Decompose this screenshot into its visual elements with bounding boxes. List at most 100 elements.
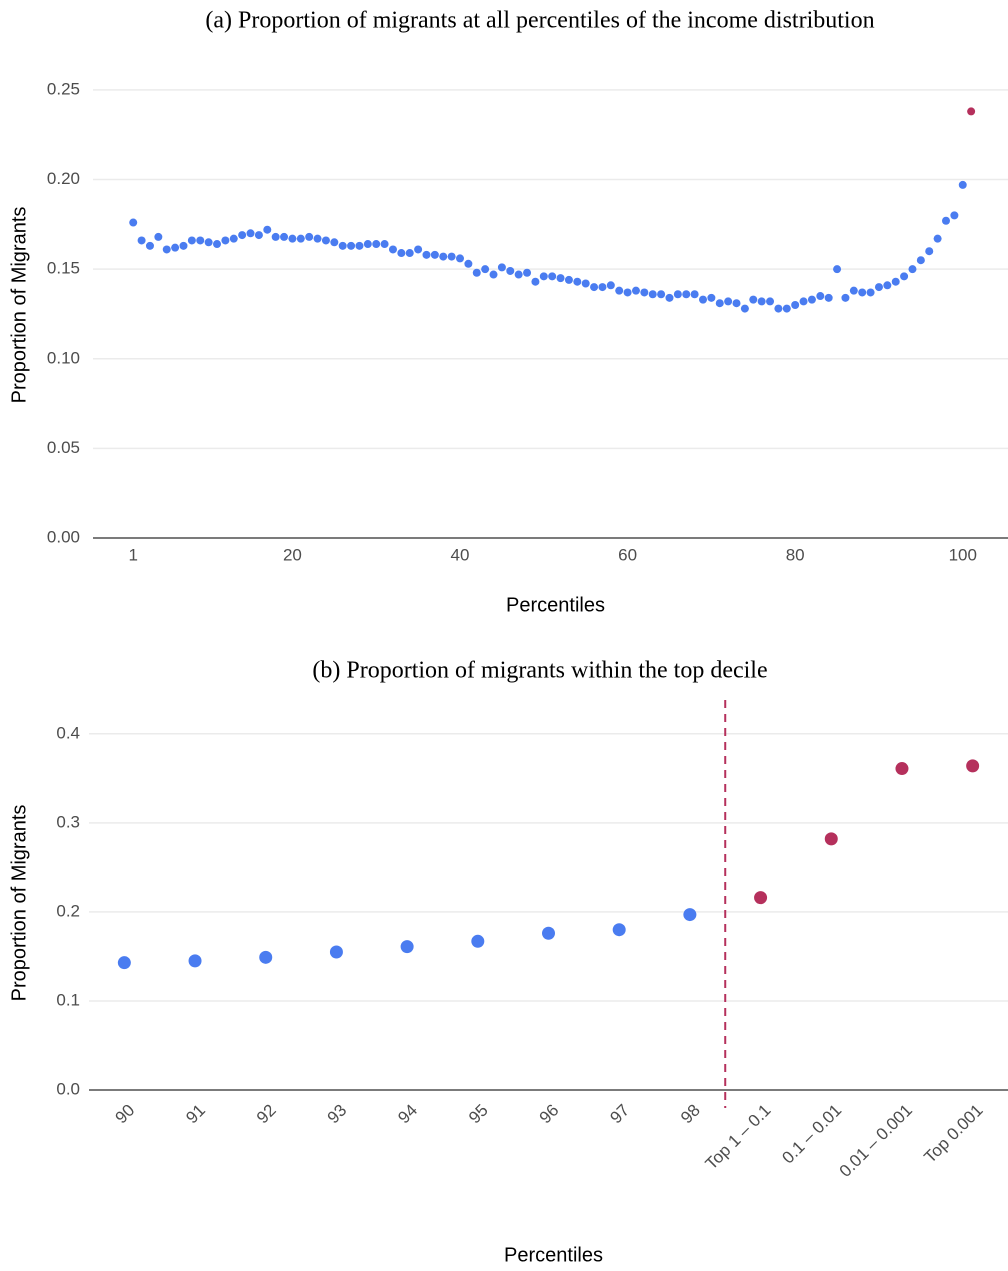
point bbox=[305, 232, 314, 241]
point bbox=[188, 954, 202, 968]
point bbox=[791, 301, 800, 309]
x-tick-label: 1 bbox=[128, 545, 137, 564]
point bbox=[464, 259, 473, 268]
x-tick-label: 80 bbox=[786, 545, 805, 564]
point bbox=[966, 759, 980, 773]
point bbox=[481, 265, 490, 274]
x-tick-label: Top 1 – 0.1 bbox=[702, 1101, 775, 1174]
point bbox=[405, 249, 414, 258]
point bbox=[321, 236, 330, 245]
point bbox=[506, 266, 515, 275]
point bbox=[590, 283, 599, 292]
x-tick-label: 96 bbox=[536, 1101, 563, 1128]
point bbox=[380, 240, 389, 249]
point bbox=[598, 283, 607, 292]
point bbox=[259, 950, 273, 964]
x-tick-label: Top 0.001 bbox=[920, 1101, 986, 1167]
point bbox=[908, 265, 917, 274]
chart-title: (b) Proportion of migrants within the to… bbox=[312, 658, 767, 684]
point bbox=[941, 216, 950, 225]
point bbox=[732, 299, 741, 308]
point bbox=[313, 234, 322, 243]
point bbox=[330, 238, 339, 247]
point bbox=[715, 299, 724, 308]
x-tick-label: 92 bbox=[253, 1101, 280, 1128]
y-tick-label: 0.10 bbox=[47, 348, 80, 367]
point bbox=[950, 211, 959, 220]
point bbox=[238, 231, 247, 240]
point bbox=[766, 297, 775, 306]
point bbox=[196, 236, 205, 245]
point bbox=[657, 290, 666, 299]
point bbox=[213, 240, 222, 249]
x-tick-label: 93 bbox=[324, 1101, 351, 1128]
point bbox=[724, 297, 733, 306]
point bbox=[430, 250, 439, 259]
point bbox=[740, 304, 749, 313]
x-tick-label: 98 bbox=[677, 1101, 704, 1128]
point bbox=[891, 277, 900, 286]
point bbox=[204, 238, 213, 247]
point bbox=[254, 231, 263, 240]
x-tick-label: 0.01 – 0.001 bbox=[836, 1101, 916, 1181]
point bbox=[749, 295, 758, 304]
point bbox=[472, 268, 481, 277]
point bbox=[606, 281, 615, 290]
point bbox=[355, 241, 364, 250]
chart-title: (a) Proportion of migrants at all percen… bbox=[205, 8, 874, 34]
point bbox=[456, 254, 465, 263]
point bbox=[447, 252, 456, 261]
point bbox=[682, 290, 691, 299]
point bbox=[329, 945, 343, 959]
point bbox=[774, 304, 783, 313]
x-tick-label: 20 bbox=[283, 545, 302, 564]
point bbox=[648, 290, 657, 299]
point bbox=[422, 250, 431, 259]
point bbox=[824, 293, 833, 302]
point bbox=[363, 240, 372, 249]
point bbox=[388, 245, 397, 254]
point bbox=[824, 832, 838, 846]
point bbox=[539, 272, 548, 281]
x-axis-title: Percentiles bbox=[506, 594, 605, 616]
point bbox=[707, 293, 716, 302]
point bbox=[414, 245, 423, 254]
point bbox=[523, 268, 532, 277]
point bbox=[690, 290, 699, 299]
point bbox=[665, 293, 674, 302]
point bbox=[154, 232, 163, 241]
point bbox=[271, 232, 280, 241]
point bbox=[372, 240, 381, 249]
point bbox=[581, 279, 590, 288]
point bbox=[489, 270, 498, 279]
point bbox=[683, 908, 697, 922]
point bbox=[916, 256, 925, 265]
point bbox=[833, 265, 842, 274]
x-tick-label: 91 bbox=[182, 1101, 209, 1128]
point bbox=[895, 762, 909, 776]
point bbox=[397, 249, 406, 258]
point bbox=[542, 926, 555, 940]
point bbox=[673, 290, 682, 299]
point bbox=[531, 277, 540, 286]
point bbox=[958, 180, 967, 189]
point bbox=[816, 292, 825, 301]
y-tick-label: 0.4 bbox=[56, 723, 80, 742]
y-tick-label: 0.05 bbox=[47, 438, 80, 457]
point bbox=[129, 218, 138, 227]
point bbox=[229, 234, 238, 243]
point bbox=[548, 272, 557, 281]
point bbox=[439, 252, 448, 261]
y-tick-label: 0.00 bbox=[47, 527, 80, 546]
point bbox=[288, 234, 297, 243]
point bbox=[179, 241, 188, 250]
point bbox=[137, 236, 146, 245]
point bbox=[754, 891, 768, 905]
point bbox=[849, 286, 858, 295]
point bbox=[117, 956, 131, 970]
point bbox=[471, 934, 485, 948]
point bbox=[640, 288, 649, 297]
point bbox=[564, 275, 573, 284]
point bbox=[263, 225, 272, 234]
